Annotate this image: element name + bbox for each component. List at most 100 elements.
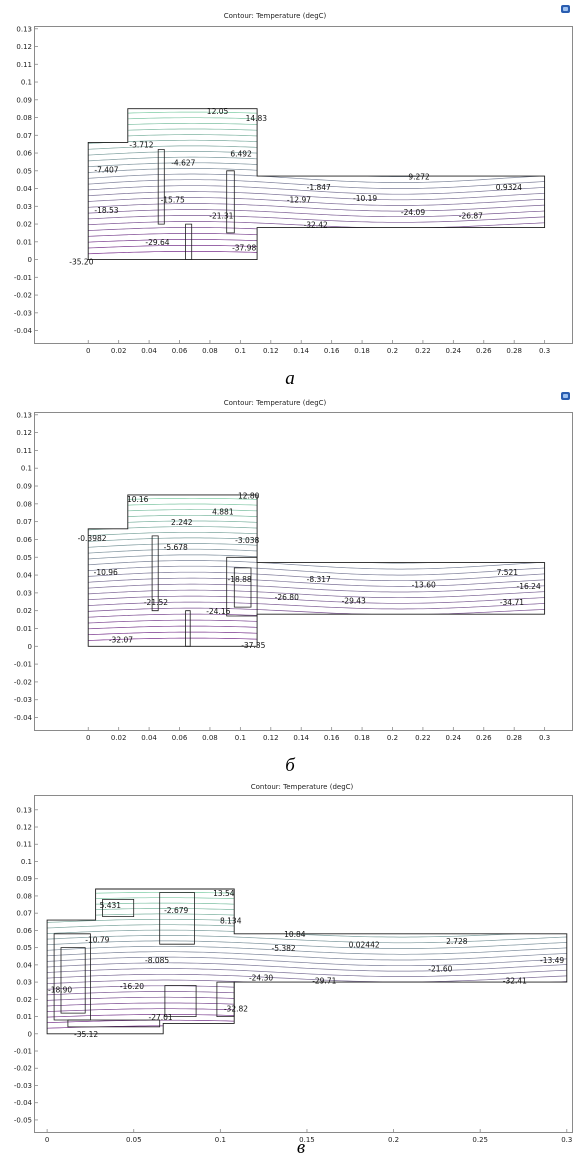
y-tick-label: 0.06 — [16, 150, 32, 158]
y-tick-label: 0 — [28, 1030, 32, 1038]
contour-label: 10.16 — [127, 495, 149, 504]
contour-label: -8.085 — [145, 956, 169, 965]
x-tick-label: 0.04 — [141, 734, 157, 742]
x-tick-label: 0.1 — [215, 1136, 226, 1144]
x-tick-label: 0.18 — [354, 734, 370, 742]
contour-label: -37.98 — [232, 244, 256, 253]
domain-sub-boundary — [60, 947, 86, 1014]
contour-label: -34.71 — [500, 598, 524, 607]
x-tick-label: 0.14 — [293, 734, 309, 742]
contour-label: -29.64 — [145, 238, 169, 247]
contour-label: -24.09 — [401, 208, 425, 217]
contour-label: -24.16 — [206, 607, 230, 616]
contour-label: -8.317 — [307, 575, 331, 584]
y-tick-label: -0.03 — [14, 309, 32, 317]
y-tick-label: -0.01 — [14, 1048, 32, 1056]
x-tick-label: 0.24 — [446, 734, 462, 742]
y-tick-label: 0.05 — [16, 167, 32, 175]
x-tick-label: 0.02 — [111, 734, 127, 742]
contour-label: -21.60 — [428, 965, 452, 974]
contour-label: -10.19 — [353, 194, 377, 203]
y-tick-label: 0.03 — [16, 203, 32, 211]
panel-caption: б — [285, 755, 296, 776]
x-tick-label: 0.26 — [476, 347, 492, 355]
contour-label: 5.431 — [100, 901, 122, 910]
contour-label: -15.75 — [161, 196, 185, 205]
contour-label: 0.9324 — [496, 183, 522, 192]
contour-label: -16.24 — [517, 582, 541, 591]
contour-label: -10.96 — [94, 568, 118, 577]
plot-window-icon[interactable] — [561, 5, 570, 13]
y-tick-label: 0.01 — [16, 1013, 32, 1021]
contour-label: -37.35 — [241, 641, 265, 650]
contour-label: -1.847 — [307, 183, 331, 192]
domain-boundary — [87, 108, 546, 261]
isotherm-line — [88, 589, 545, 599]
contour-label: -29.43 — [342, 596, 366, 605]
isotherm-line — [47, 973, 567, 983]
domain-sub-boundary — [102, 899, 135, 917]
isotherm-line — [47, 945, 567, 955]
x-tick-label: 0.1 — [235, 347, 246, 355]
isotherm-line — [88, 560, 545, 570]
isotherm-line — [88, 601, 545, 610]
contour-label: -32.41 — [503, 977, 527, 986]
plot-frame — [34, 26, 573, 344]
y-tick-label: -0.02 — [14, 292, 32, 300]
y-tick-label: 0.11 — [16, 841, 32, 849]
y-tick-label: 0.12 — [16, 429, 32, 437]
y-tick-label: 0.04 — [16, 572, 32, 580]
y-tick-label: 0.07 — [16, 910, 32, 918]
y-tick-label: -0.04 — [14, 327, 33, 335]
panel-c: Contour: Temperature (degC) 0 0.05 0.1 0.15… — [14, 783, 573, 1158]
plot-window-icon[interactable] — [561, 392, 570, 400]
domain-sub-boundary — [216, 981, 235, 1017]
x-tick-label: 0.12 — [263, 347, 279, 355]
x-tick-label: 0.26 — [476, 734, 492, 742]
domain-sub-boundary — [151, 535, 159, 612]
contour-label: -35.20 — [69, 258, 93, 267]
contour-label: 14.83 — [246, 114, 268, 123]
contour-label: -32.07 — [109, 636, 133, 645]
domain-sub-boundary — [226, 170, 235, 234]
isotherm-line — [47, 962, 567, 972]
x-tick-label: 0.3 — [539, 734, 550, 742]
contour-label: -12.97 — [287, 196, 311, 205]
y-tick-label: 0.1 — [21, 79, 32, 87]
y-tick-label: 0.05 — [16, 944, 32, 952]
y-tick-label: 0.08 — [16, 892, 32, 900]
isotherm-line — [88, 565, 545, 576]
plot-title: Contour: Temperature (degC) — [224, 399, 327, 407]
isotherm-line — [88, 577, 545, 587]
contour-label: 6.492 — [230, 149, 252, 158]
domain-sub-boundary — [157, 149, 165, 225]
y-tick-label: 0 — [28, 643, 32, 651]
y-tick-label: -0.03 — [14, 696, 32, 704]
y-tick-label: 0.12 — [16, 824, 32, 832]
x-tick-label: 0.3 — [539, 347, 550, 355]
y-tick-label: 0.13 — [16, 25, 32, 33]
contour-label: 12.05 — [207, 107, 229, 116]
y-tick-label: -0.05 — [14, 1116, 32, 1124]
x-tick-label: 0.15 — [299, 1136, 315, 1144]
contour-label: 8.134 — [220, 916, 242, 925]
domain-sub-boundary — [233, 567, 252, 608]
x-tick-label: 0.22 — [415, 347, 431, 355]
contour-label: 13.54 — [213, 889, 235, 898]
contour-label: 9.272 — [408, 173, 430, 182]
plot-frame — [34, 412, 573, 731]
plot-title: Contour: Temperature (degC) — [251, 783, 354, 791]
y-tick-label: 0.09 — [16, 875, 32, 883]
x-tick-label: 0.2 — [387, 347, 398, 355]
contour-label: -32.42 — [304, 220, 328, 229]
x-tick-label: 0.16 — [324, 734, 340, 742]
x-tick-label: 0.12 — [263, 734, 279, 742]
x-tick-label: 0.28 — [506, 347, 522, 355]
isotherm-line — [88, 571, 545, 582]
plot-frame — [34, 795, 573, 1133]
contour-label: -18.88 — [228, 575, 252, 584]
contour-label: -13.60 — [412, 580, 436, 589]
y-tick-label: 0.1 — [21, 465, 32, 473]
y-tick-label: 0.06 — [16, 536, 32, 544]
